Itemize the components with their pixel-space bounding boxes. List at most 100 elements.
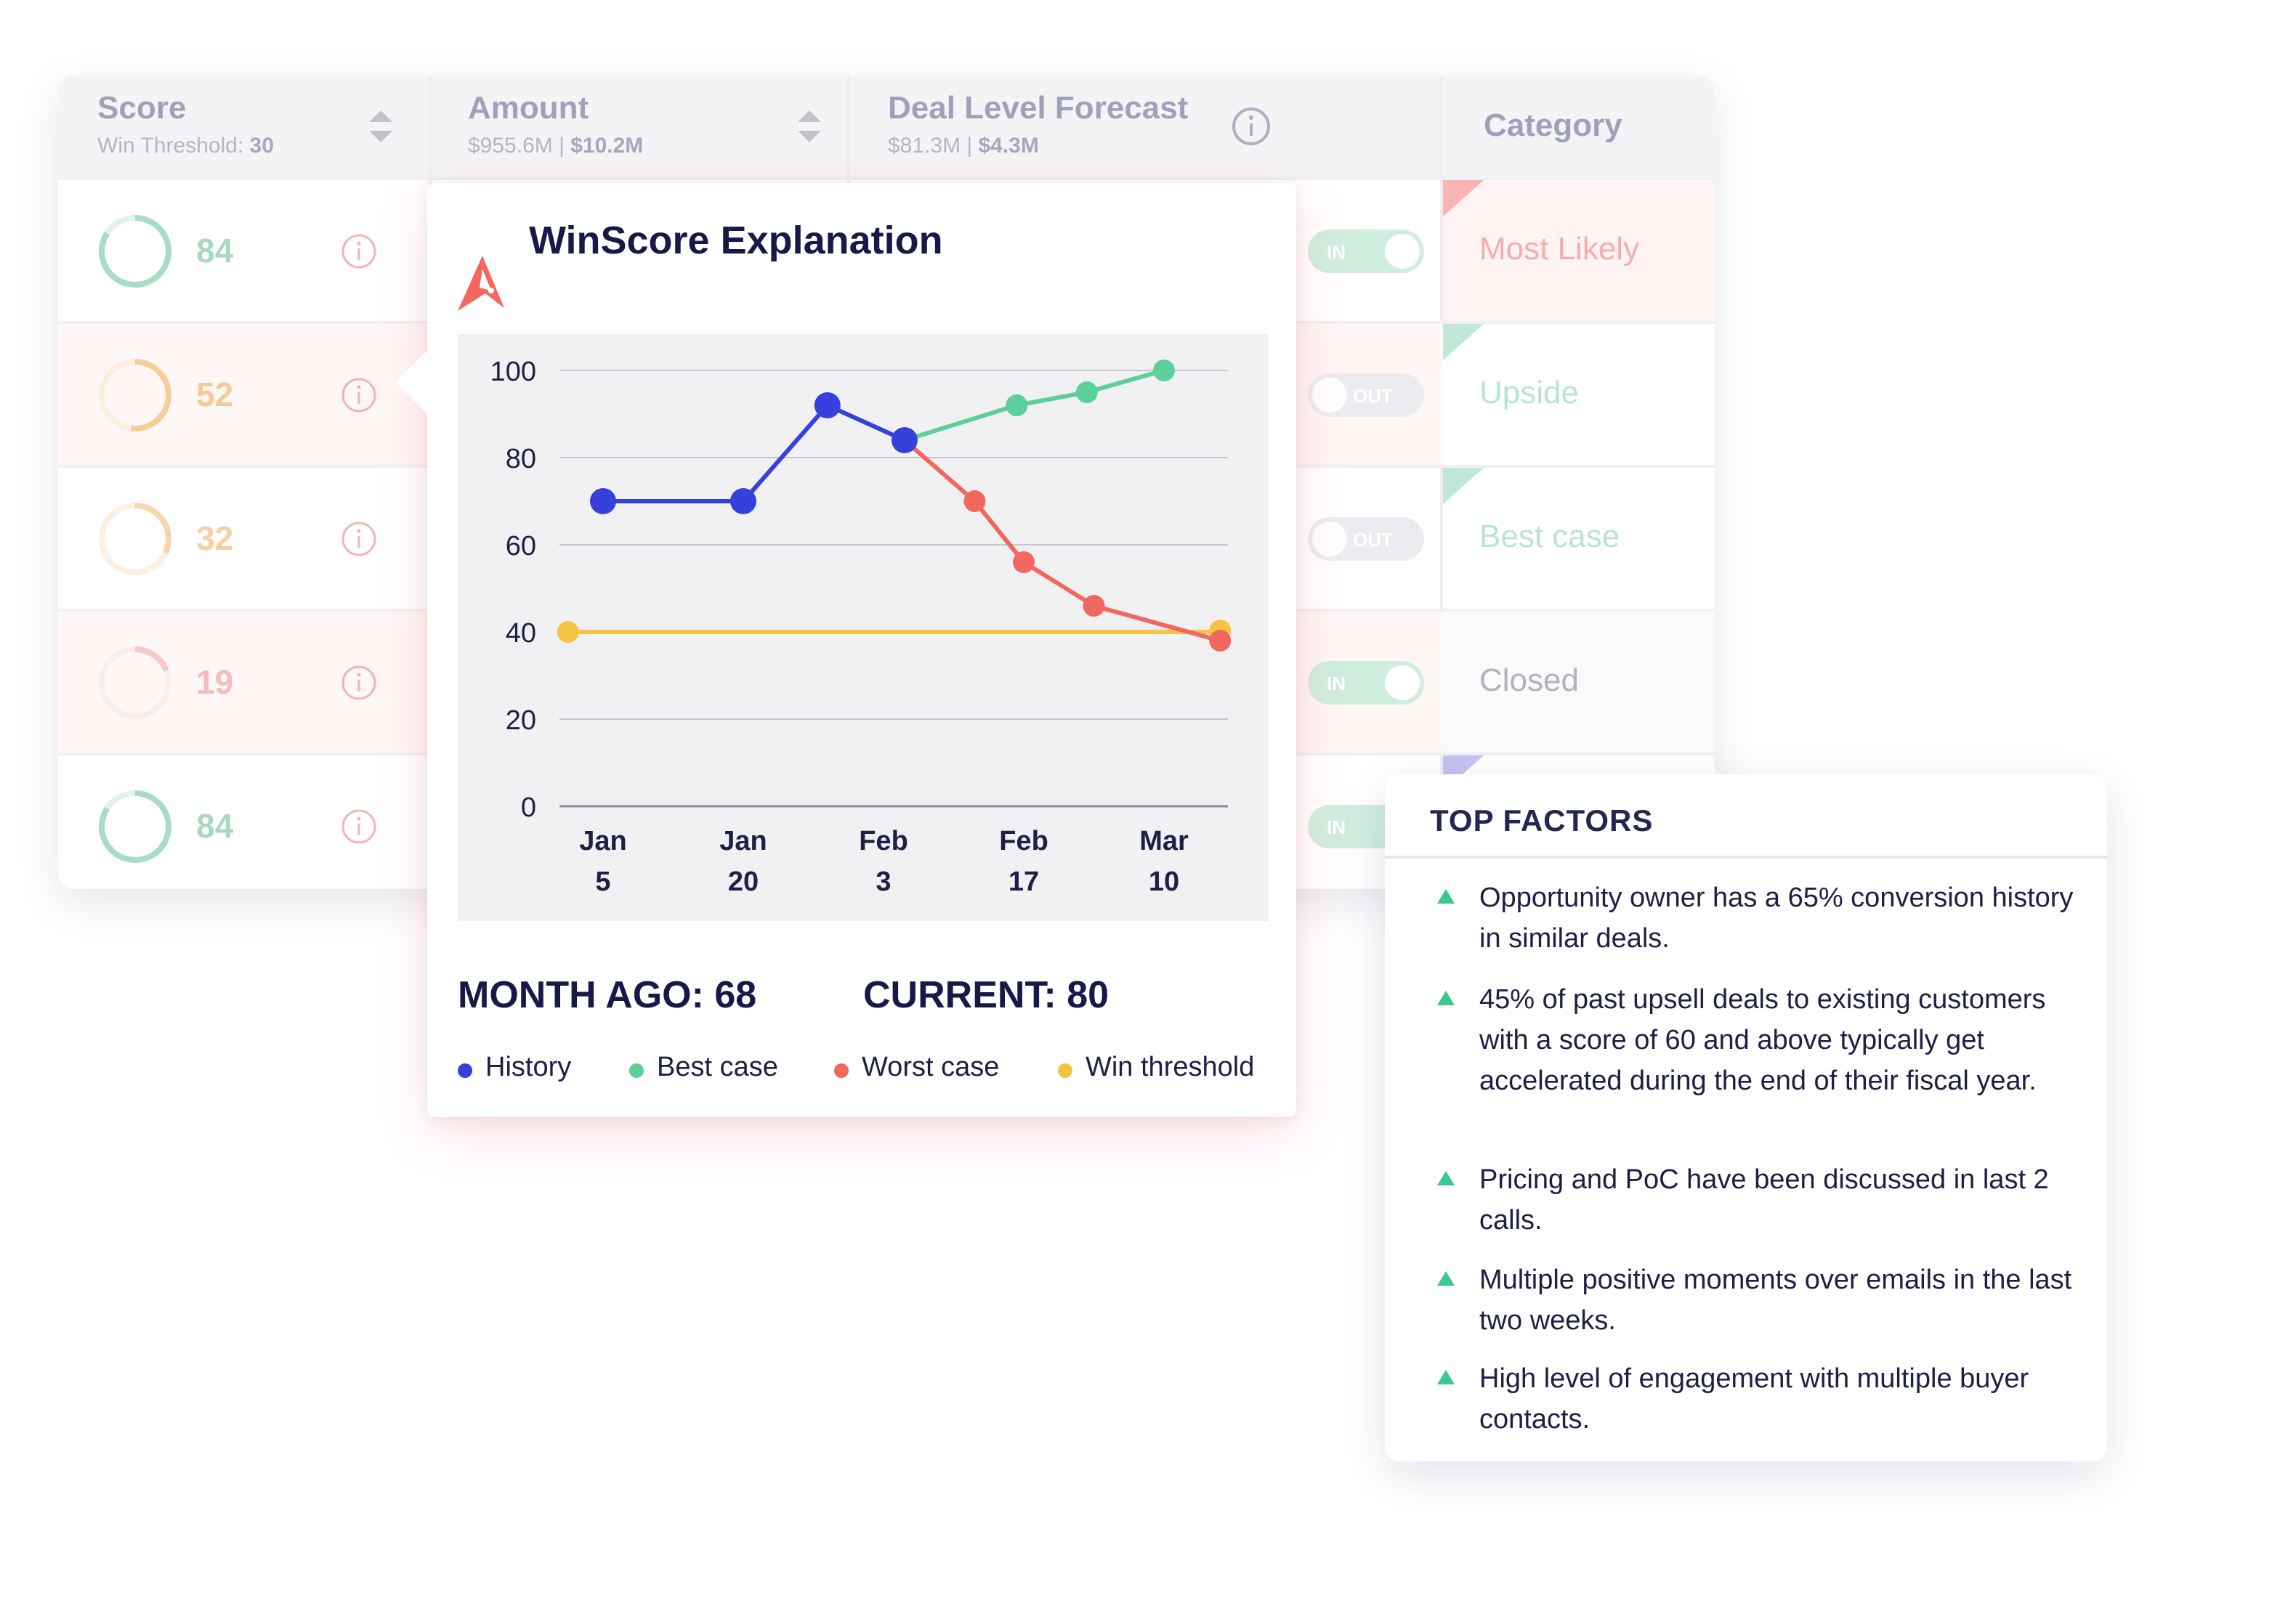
- forecast-totals: $81.3M | $4.3M: [888, 134, 1039, 158]
- score-ring: [99, 646, 171, 719]
- category-column-title: Category: [1484, 108, 1622, 143]
- y-tick-label: 0: [521, 792, 536, 823]
- forecast-column-title: Deal Level Forecast: [888, 90, 1189, 126]
- worst-case-point: [1083, 595, 1105, 617]
- category-flag: [1443, 324, 1484, 360]
- amount-column-title: Amount: [468, 90, 589, 126]
- triangle-up-icon: [1437, 1271, 1455, 1286]
- popover-pointer: [395, 349, 429, 415]
- amount-column-header[interactable]: Amount $955.6M | $10.2M: [432, 76, 847, 177]
- winscore-chart: 0 20 40 60 80 100 Jan 5 Jan 20 Feb 3 Feb 17 Mar 10: [458, 334, 1269, 921]
- y-tick-label: 100: [490, 357, 536, 387]
- legend-dot: [458, 1063, 472, 1078]
- column-divider: [1440, 76, 1443, 889]
- worst-case-point: [963, 490, 986, 512]
- sort-arrows-icon[interactable]: [366, 105, 395, 148]
- info-icon[interactable]: [340, 376, 378, 414]
- win-score: 84: [196, 232, 234, 269]
- legend-dot: [834, 1063, 849, 1078]
- x-tick-label-month: Jan: [579, 826, 626, 856]
- table-row[interactable]: 84 IN Most Likely: [58, 177, 1715, 324]
- x-tick-label-month: Mar: [1139, 826, 1189, 856]
- triangle-up-icon: [1437, 1171, 1455, 1185]
- best-case-point: [1075, 381, 1098, 403]
- top-factors-panel: TOP FACTORS Opportunity owner has a 65% …: [1385, 774, 2107, 1461]
- x-tick-label-month: Feb: [859, 826, 908, 856]
- worst-case-point: [1013, 551, 1035, 573]
- info-icon[interactable]: [340, 232, 378, 270]
- forecast-toggle[interactable]: OUT: [1308, 373, 1424, 417]
- legend-dot: [629, 1063, 644, 1078]
- table-row[interactable]: 32 OUT Best case: [58, 465, 1715, 612]
- sort-arrows-icon[interactable]: [795, 105, 824, 148]
- score-ring: [99, 790, 171, 863]
- x-tick-label-day: 20: [728, 867, 759, 897]
- table-header: Score Win Threshold: 30 Amount $955.6M |…: [58, 76, 1715, 177]
- history-point: [590, 488, 616, 514]
- x-tick-label-month: Feb: [999, 826, 1048, 856]
- factor-item: Multiple positive moments over emails in…: [1479, 1265, 2072, 1336]
- y-tick-label: 40: [506, 618, 536, 649]
- triangle-up-icon: [1437, 889, 1455, 904]
- history-point: [814, 392, 841, 418]
- y-tick-label: 80: [506, 444, 536, 474]
- app-logo-icon: [458, 256, 504, 311]
- y-tick-label: 60: [506, 531, 536, 561]
- score-column-title: Score: [97, 90, 187, 126]
- category-cell[interactable]: [1443, 180, 1715, 324]
- category-cell[interactable]: [1443, 612, 1715, 755]
- history-point: [891, 427, 918, 453]
- worst-case-point: [1209, 630, 1232, 652]
- best-case-series-line: [904, 368, 1165, 442]
- forecast-toggle[interactable]: OUT: [1308, 517, 1424, 561]
- popover-title: WinScore Explanation: [529, 219, 943, 262]
- win-score: 19: [196, 663, 234, 701]
- forecast-toggle[interactable]: IN: [1308, 230, 1424, 273]
- x-tick-label-day: 17: [1008, 867, 1039, 897]
- x-tick-label-month: Jan: [719, 826, 767, 856]
- win-score: 52: [196, 376, 234, 413]
- category-column-header[interactable]: Category: [1443, 76, 1715, 177]
- category-flag: [1443, 180, 1484, 216]
- legend-dot: [1058, 1063, 1072, 1078]
- history-series-line: [603, 403, 906, 503]
- win-score: 84: [196, 807, 234, 845]
- amount-totals: $955.6M | $10.2M: [468, 134, 644, 158]
- category-cell[interactable]: [1443, 324, 1715, 468]
- score-ring: [99, 503, 171, 575]
- factor-item: High level of engagement with multiple b…: [1479, 1363, 2029, 1435]
- x-tick-label-day: 10: [1149, 867, 1179, 897]
- score-column-header[interactable]: Score Win Threshold: 30: [58, 76, 429, 177]
- divider: [1385, 856, 2107, 859]
- top-factors-title: TOP FACTORS: [1430, 803, 1654, 837]
- info-icon[interactable]: [340, 664, 378, 702]
- info-icon[interactable]: [340, 520, 378, 558]
- x-tick-label-day: 5: [595, 867, 610, 897]
- worst-case-series-line: [902, 438, 1221, 643]
- score-ring: [99, 215, 171, 288]
- category-label: Best case: [1479, 519, 1620, 554]
- info-icon[interactable]: [340, 808, 378, 845]
- category-flag: [1443, 468, 1484, 504]
- month-ago-score: MONTH AGO: 68: [458, 974, 757, 1016]
- category-label: Closed: [1479, 662, 1579, 698]
- win-score: 32: [196, 519, 234, 557]
- winscore-popover: WinScore Explanation 0 20 40 60 80 100 Jan 5 Jan…: [395, 183, 1296, 1117]
- y-tick-label: 20: [506, 705, 536, 736]
- triangle-up-icon: [1437, 1370, 1455, 1384]
- best-case-point: [1006, 394, 1028, 416]
- triangle-up-icon: [1437, 991, 1455, 1005]
- x-tick-label-day: 3: [876, 867, 891, 897]
- factor-item: Pricing and PoC have been discussed in l…: [1479, 1164, 2049, 1236]
- info-icon[interactable]: [1231, 106, 1272, 147]
- forecast-column-header[interactable]: Deal Level Forecast $81.3M | $4.3M: [850, 76, 1440, 177]
- win-threshold-label: Win Threshold: 30: [97, 134, 274, 158]
- score-ring: [99, 359, 171, 431]
- category-label: Most Likely: [1479, 231, 1640, 267]
- category-label: Upside: [1479, 375, 1579, 410]
- factor-item: Opportunity owner has a 65% conversion h…: [1479, 883, 2074, 954]
- forecast-toggle[interactable]: IN: [1308, 661, 1424, 705]
- win-threshold-point: [557, 621, 579, 643]
- best-case-point: [1153, 360, 1175, 381]
- history-point: [730, 488, 756, 514]
